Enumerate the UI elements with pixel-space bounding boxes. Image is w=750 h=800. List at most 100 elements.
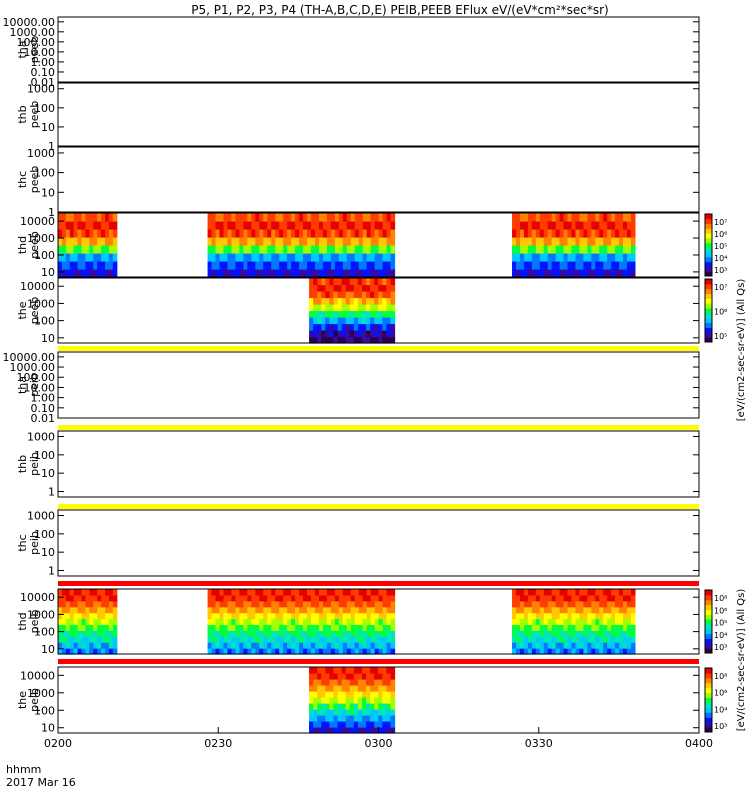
spectrogram-cell bbox=[571, 648, 577, 655]
spectrogram-cell bbox=[595, 612, 600, 620]
spectrogram-cell bbox=[587, 642, 592, 649]
x-tick-label: 0230 bbox=[204, 737, 232, 750]
spectrogram-cell bbox=[374, 284, 379, 292]
spectrogram-cell bbox=[287, 245, 292, 254]
spectrogram-cell bbox=[65, 612, 71, 620]
spectrogram-cell bbox=[231, 221, 237, 230]
spectrogram-cell bbox=[295, 600, 300, 608]
spectrogram-cell bbox=[112, 624, 118, 631]
spectrogram-cell bbox=[551, 213, 557, 222]
spectrogram-cell bbox=[342, 612, 348, 620]
spectrogram-cell bbox=[374, 606, 380, 614]
spectrogram-cell bbox=[374, 278, 379, 286]
spectrogram-cell bbox=[345, 697, 351, 704]
spectrogram-cell bbox=[295, 630, 300, 637]
spectrogram-cell bbox=[309, 715, 314, 722]
y-tick-label: 1.00 bbox=[31, 392, 56, 405]
spectrogram-cell bbox=[607, 606, 612, 614]
spectrogram-cell bbox=[349, 291, 355, 299]
spectrogram-cell bbox=[219, 630, 225, 637]
spectrogram-cell bbox=[619, 253, 624, 262]
spectrogram-cell bbox=[366, 715, 371, 722]
spectrogram-cell bbox=[243, 624, 248, 631]
spectrogram-cell bbox=[354, 648, 360, 655]
spectrogram-cell bbox=[318, 648, 324, 655]
spectrogram-cell bbox=[77, 642, 83, 649]
spectrogram-cell bbox=[333, 667, 339, 674]
spectrogram-cell bbox=[299, 594, 304, 602]
spectrogram-cell bbox=[567, 606, 573, 614]
spectrogram-cell bbox=[519, 636, 525, 643]
spectrogram-cell bbox=[386, 594, 392, 602]
spectrogram-cell bbox=[366, 323, 371, 331]
spectrogram-cell bbox=[591, 624, 596, 631]
spectrogram-cell bbox=[519, 253, 525, 262]
y-tick-label: 10 bbox=[41, 186, 55, 199]
spectrogram-cell bbox=[362, 261, 368, 270]
spectrogram-cell bbox=[267, 606, 272, 614]
spectrogram-cell bbox=[65, 606, 71, 614]
spectrogram-cell bbox=[531, 612, 537, 620]
spectrogram-cell bbox=[112, 237, 118, 246]
spectrogram-cell bbox=[349, 685, 355, 692]
spectrogram-cell bbox=[275, 221, 280, 230]
spectrogram-cell bbox=[101, 253, 106, 262]
spectrogram-cell bbox=[587, 648, 592, 655]
spectrogram-cell bbox=[215, 648, 221, 655]
spectrogram-cell bbox=[105, 594, 110, 602]
colorbar-tick-label: 10⁷ bbox=[714, 218, 727, 227]
spectrogram-cell bbox=[512, 213, 517, 222]
spectrogram-cell bbox=[317, 673, 322, 680]
spectrogram-cell bbox=[378, 297, 383, 305]
spectrogram-cell bbox=[390, 278, 396, 286]
spectrogram-cell bbox=[317, 679, 322, 686]
spectrogram-cell bbox=[591, 648, 596, 655]
spectrogram-cell bbox=[313, 667, 318, 674]
spectrogram-cell bbox=[283, 618, 288, 626]
spectrogram-cell bbox=[382, 600, 388, 608]
spectrogram-cell bbox=[611, 648, 616, 655]
y-tick-label: 0.10 bbox=[31, 66, 56, 79]
spectrogram-cell bbox=[330, 600, 336, 608]
spectrogram-cell bbox=[345, 709, 351, 716]
spectrogram-cell bbox=[603, 612, 608, 620]
spectrogram-cell bbox=[626, 261, 632, 270]
spectrogram-cell bbox=[353, 667, 359, 674]
spectrogram-cell bbox=[611, 213, 616, 222]
spectrogram-cell bbox=[345, 291, 351, 299]
ylabel-probe: thd bbox=[16, 612, 29, 630]
spectrogram-cell bbox=[330, 589, 336, 596]
spectrogram-cell bbox=[85, 261, 90, 270]
spectrogram-cell bbox=[295, 237, 300, 246]
spectrogram-cell bbox=[567, 237, 573, 246]
spectrogram-cell bbox=[539, 624, 545, 631]
spectrogram-cell bbox=[247, 245, 252, 254]
ylabel-probe: tha bbox=[16, 376, 29, 394]
spectrogram-cell bbox=[329, 310, 335, 318]
spectrogram-cell bbox=[386, 310, 392, 318]
spectrogram-cell bbox=[259, 648, 264, 655]
spectrogram-cell bbox=[89, 261, 94, 270]
spectrogram-cell bbox=[251, 594, 256, 602]
spectrogram-cell bbox=[531, 589, 537, 596]
ylabel-probe: the bbox=[16, 691, 29, 709]
spectrogram-cell bbox=[587, 600, 592, 608]
spectrogram-cell bbox=[279, 624, 284, 631]
spectrogram-cell bbox=[271, 213, 276, 222]
spectrogram-cell bbox=[322, 229, 328, 238]
spectrogram-cell bbox=[338, 612, 344, 620]
spectrogram-cell bbox=[93, 606, 98, 614]
spectrogram-cell bbox=[519, 221, 525, 230]
spectrogram-cell bbox=[61, 648, 67, 655]
spectrogram-cell bbox=[567, 261, 573, 270]
spectrogram-cell bbox=[81, 253, 87, 262]
spectrogram-cell bbox=[527, 642, 533, 649]
spectrogram-cell bbox=[247, 624, 252, 631]
spectrogram-cell bbox=[527, 648, 533, 655]
spectrogram-cell bbox=[353, 727, 359, 734]
spectrogram-cell bbox=[591, 245, 596, 254]
spectrogram-cell bbox=[239, 253, 244, 262]
spectrogram-cell bbox=[73, 648, 79, 655]
spectrogram-cell bbox=[527, 221, 533, 230]
spectrogram-cell bbox=[317, 691, 322, 698]
